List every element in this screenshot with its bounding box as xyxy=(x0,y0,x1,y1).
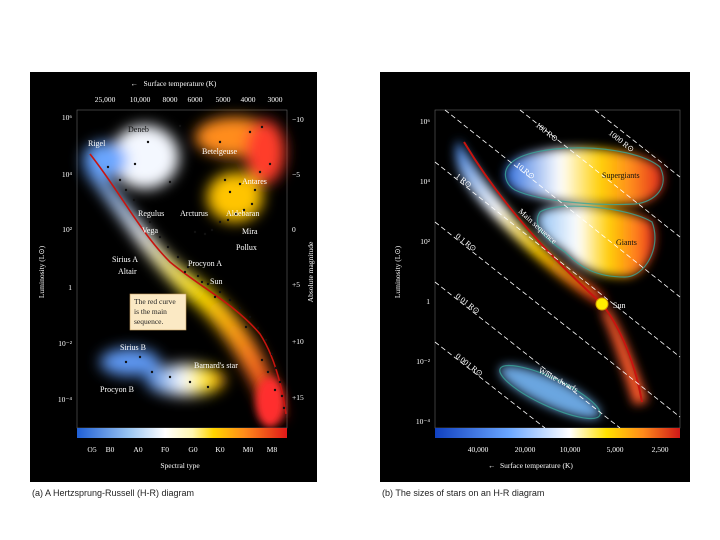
spectral-tick: O5 xyxy=(87,445,96,454)
giants-outline xyxy=(536,205,656,278)
note-line: The red curve xyxy=(134,297,176,306)
left-tick: 10⁻⁴ xyxy=(416,417,430,426)
hr-sizes-svg: 1000 R⊙ 100 R⊙ 10 R⊙ 1 R⊙ 0.1 R⊙ 0.01 R⊙… xyxy=(393,109,681,470)
star-dots xyxy=(106,124,286,410)
right-axis-title: Absolute magnitude xyxy=(306,241,315,302)
left-tick: 10⁴ xyxy=(62,170,73,179)
label-supergiants: Supergiants xyxy=(602,171,640,180)
label-barnards-star: Barnard's star xyxy=(194,361,238,370)
label-rigel: Rigel xyxy=(88,139,106,148)
label-vega: Vega xyxy=(142,226,158,235)
top-axis-arrow: ← xyxy=(131,79,139,88)
left-tick: 1 xyxy=(426,297,430,306)
label-arcturus: Arcturus xyxy=(180,209,208,218)
right-tick: +5 xyxy=(292,280,300,289)
right-tick: +10 xyxy=(292,337,304,346)
top-axis-ticks: 25,000 10,000 8000 6000 5000 4000 3000 xyxy=(95,95,283,104)
left-tick: 10⁶ xyxy=(420,117,431,126)
bottom-axis-arrow-b: ← xyxy=(488,461,496,470)
supergiants-outline xyxy=(504,147,664,206)
label-aldebaran: Aldebaran xyxy=(226,209,259,218)
right-tick: 0 xyxy=(292,225,296,234)
star-regions xyxy=(83,117,285,420)
left-axis-ticks: 10⁶ 10⁴ 10² 1 10⁻² 10⁻⁴ xyxy=(58,113,73,404)
label-altair: Altair xyxy=(118,267,137,276)
right-tick: +15 xyxy=(292,393,304,402)
hr-diagram-svg: Surface temperature (K) ← 25,000 10,000 … xyxy=(37,79,315,470)
spectral-color-bar xyxy=(77,428,287,438)
size-regions xyxy=(455,140,664,419)
label-pollux: Pollux xyxy=(236,243,257,252)
spectral-tick: B0 xyxy=(106,445,115,454)
left-tick: 10² xyxy=(62,225,73,234)
left-tick: 10⁴ xyxy=(420,177,431,186)
note-line: sequence. xyxy=(134,317,163,326)
left-tick: 10⁶ xyxy=(62,113,73,122)
radius-lines xyxy=(434,109,681,429)
bottom-tick: 5,000 xyxy=(607,445,624,454)
bottom-tick: 20,000 xyxy=(515,445,536,454)
spectral-tick: M8 xyxy=(267,445,278,454)
bottom-tick: 2,500 xyxy=(652,445,669,454)
spectral-type-ticks: O5 B0 A0 F0 G0 K0 M0 M8 xyxy=(87,445,277,454)
label-sun: Sun xyxy=(210,277,222,286)
main-sequence-note: The red curve is the main sequence. xyxy=(129,293,187,331)
label-sirius-a: Sirius A xyxy=(112,255,138,264)
label-betelgeuse: Betelgeuse xyxy=(202,147,238,156)
label-giants: Giants xyxy=(616,238,637,247)
spectral-tick: K0 xyxy=(215,445,224,454)
temperature-color-bar xyxy=(435,428,680,438)
sun-marker xyxy=(595,297,609,311)
label-procyon-a: Procyon A xyxy=(188,259,222,268)
top-tick: 4000 xyxy=(241,95,256,104)
label-sun-b: Sun xyxy=(613,301,625,310)
spectral-tick: A0 xyxy=(133,445,142,454)
top-tick: 3000 xyxy=(268,95,283,104)
spectral-tick: M0 xyxy=(243,445,254,454)
right-axis-ticks: −10 −5 0 +5 +10 +15 xyxy=(292,115,304,402)
note-line: is the main xyxy=(134,307,167,316)
hr-diagram-panel: Surface temperature (K) ← 25,000 10,000 … xyxy=(30,72,317,482)
label-procyon-b: Procyon B xyxy=(100,385,134,394)
left-axis-title-b: Luminosity (L⊙) xyxy=(393,245,402,298)
bottom-tick: 10,000 xyxy=(560,445,581,454)
right-tick: −5 xyxy=(292,170,300,179)
left-axis-ticks-b: 10⁶ 10⁴ 10² 1 10⁻² 10⁻⁴ xyxy=(416,117,431,426)
left-tick: 10⁻² xyxy=(416,357,430,366)
left-tick: 10⁻⁴ xyxy=(58,395,72,404)
top-tick: 8000 xyxy=(163,95,178,104)
top-tick: 25,000 xyxy=(95,95,116,104)
label-deneb: Deneb xyxy=(128,125,149,134)
label-mira: Mira xyxy=(242,227,258,236)
left-tick: 1 xyxy=(68,283,72,292)
spectral-tick: F0 xyxy=(161,445,169,454)
left-axis-title: Luminosity (L⊙) xyxy=(37,245,46,298)
main-sequence-line xyxy=(463,141,643,403)
hr-sizes-panel: 1000 R⊙ 100 R⊙ 10 R⊙ 1 R⊙ 0.1 R⊙ 0.01 R⊙… xyxy=(380,72,690,482)
white-dwarfs-outline xyxy=(499,364,601,420)
bottom-axis-ticks-b: 40,000 20,000 10,000 5,000 2,500 xyxy=(468,445,669,454)
caption-a: (a) A Hertzsprung-Russell (H-R) diagram xyxy=(32,488,195,498)
left-tick: 10⁻² xyxy=(58,339,72,348)
label-sirius-b: Sirius B xyxy=(120,343,146,352)
label-regulus: Regulus xyxy=(138,209,164,218)
bottom-tick: 40,000 xyxy=(468,445,489,454)
caption-b: (b) The sizes of stars on an H-R diagram xyxy=(382,488,545,498)
top-tick: 5000 xyxy=(216,95,231,104)
top-tick: 6000 xyxy=(188,95,203,104)
bottom-axis-title: Spectral type xyxy=(160,461,200,470)
top-tick: 10,000 xyxy=(130,95,151,104)
top-axis-title: Surface temperature (K) xyxy=(144,79,217,88)
bottom-axis-title-b: Surface temperature (K) xyxy=(500,461,573,470)
right-tick: −10 xyxy=(292,115,304,124)
label-antares: Antares xyxy=(242,177,267,186)
spectral-tick: G0 xyxy=(188,445,197,454)
left-tick: 10² xyxy=(420,237,431,246)
